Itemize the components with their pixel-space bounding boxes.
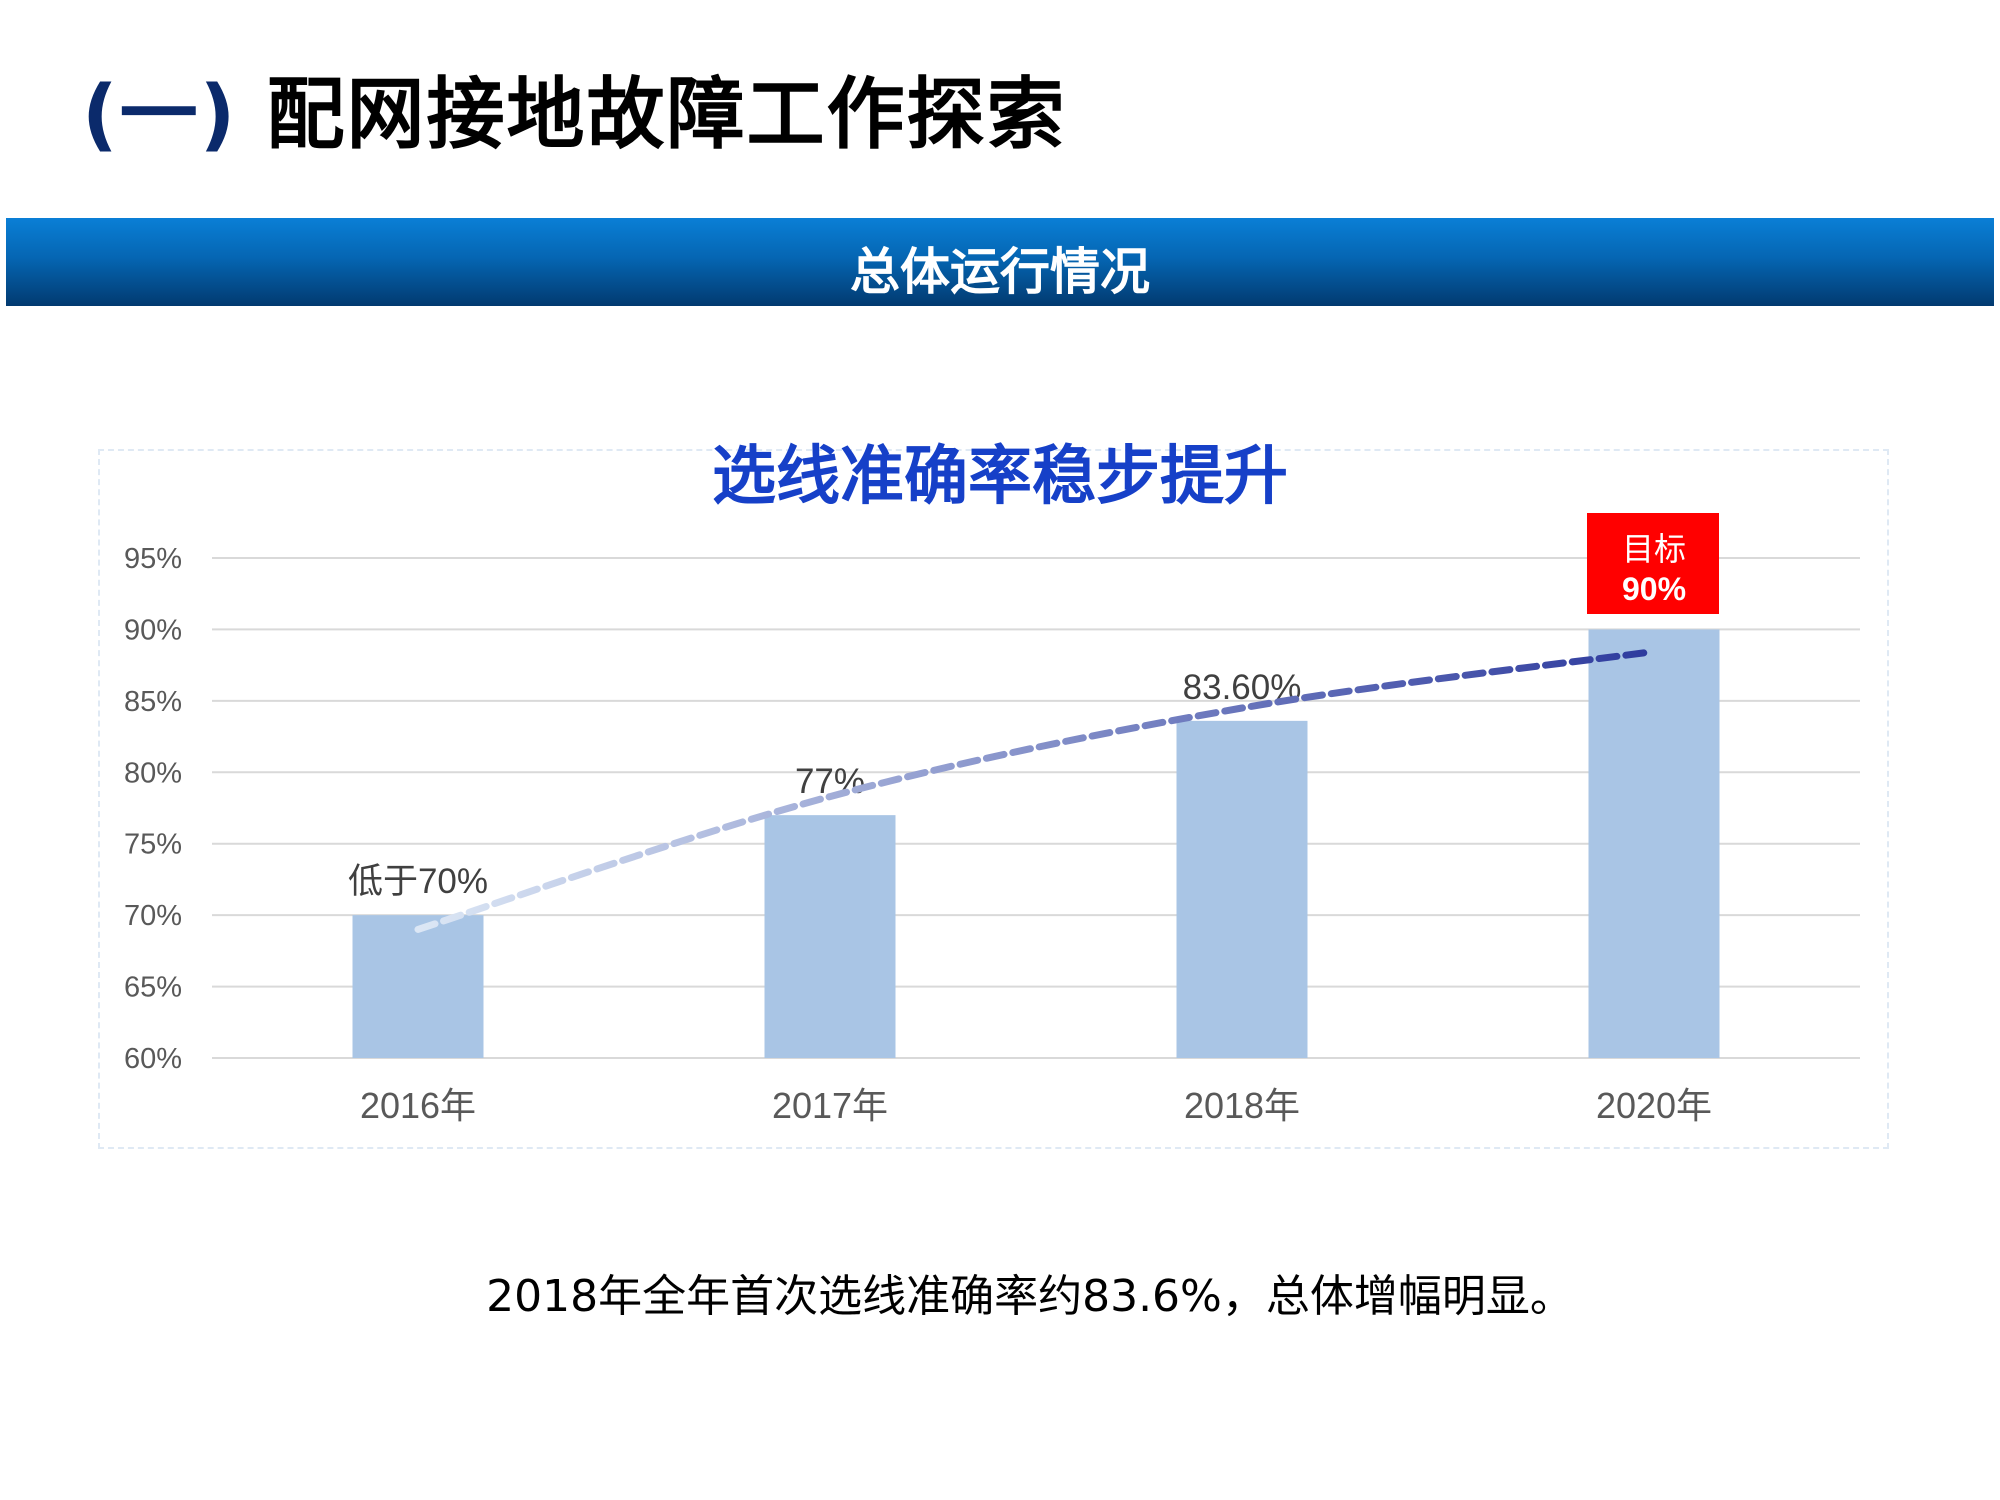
y-tick-label: 95% xyxy=(124,543,182,575)
x-tick-label: 2017年 xyxy=(772,1085,888,1126)
y-tick-label: 90% xyxy=(124,614,182,646)
y-tick-label: 85% xyxy=(124,686,182,718)
target-callout-label: 目标 xyxy=(1622,530,1686,568)
banner-text: 总体运行情况 xyxy=(850,243,1150,301)
y-tick-label: 70% xyxy=(124,900,182,932)
x-tick-label: 2020年 xyxy=(1596,1085,1712,1126)
chart-title: 选线准确率稳步提升 xyxy=(712,440,1288,514)
summary-note: 2018年全年首次选线准确率约83.6%，总体增幅明显。 xyxy=(486,1271,1574,1322)
y-tick-label: 65% xyxy=(124,972,182,1004)
x-tick-label: 2016年 xyxy=(360,1085,476,1126)
y-tick-label: 75% xyxy=(124,829,182,861)
bar xyxy=(1588,629,1720,1058)
trendline xyxy=(414,648,1652,933)
bar xyxy=(1176,720,1308,1058)
y-tick-label: 80% xyxy=(124,757,182,789)
page-title: (一) 配网接地故障工作探索 xyxy=(82,52,1066,164)
bar xyxy=(352,915,484,1058)
bar xyxy=(764,815,896,1058)
section-banner: 总体运行情况 xyxy=(6,218,1994,306)
target-callout xyxy=(1587,513,1719,614)
section-number: (一) xyxy=(82,70,238,160)
data-label: 低于70% xyxy=(348,862,488,901)
x-tick-label: 2018年 xyxy=(1184,1085,1300,1126)
target-callout-value: 90% xyxy=(1622,571,1686,607)
y-tick-label: 60% xyxy=(124,1043,182,1075)
chart-frame xyxy=(98,449,1889,1149)
page-title-text: 配网接地故障工作探索 xyxy=(266,70,1067,160)
